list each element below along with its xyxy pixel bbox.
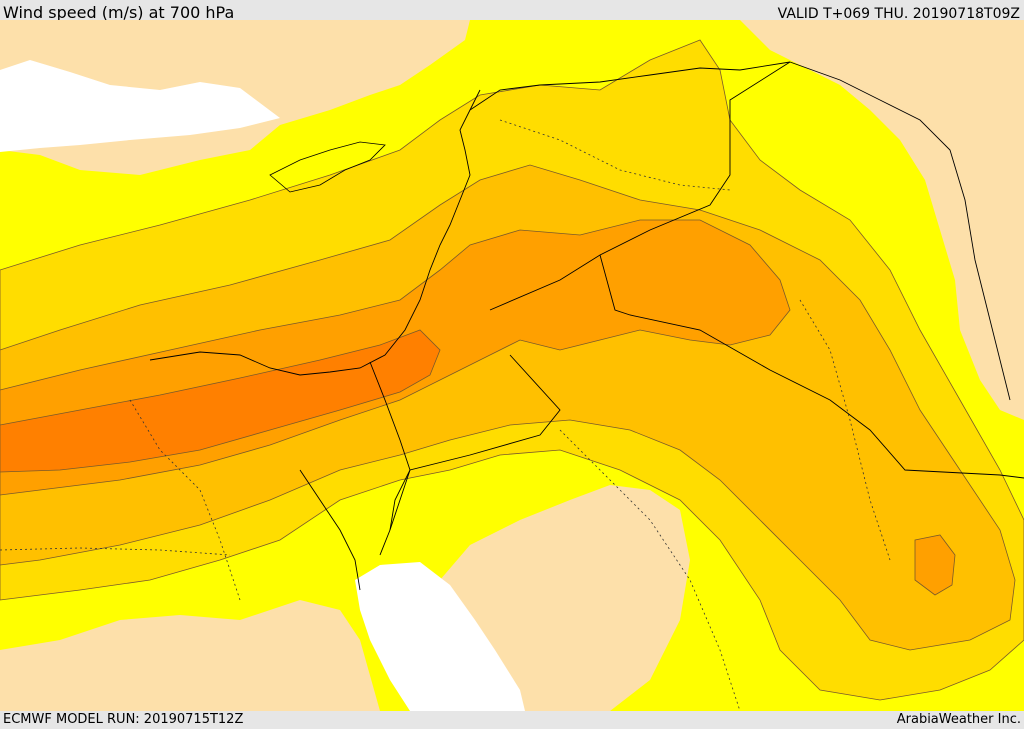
admin-border-2 bbox=[559, 429, 741, 711]
wind-speed-map-svg bbox=[0, 20, 1024, 711]
footer-bar: ECMWF MODEL RUN: 20190715T12Z ArabiaWeat… bbox=[0, 711, 1024, 729]
country-border-jordan-saudi bbox=[389, 354, 561, 531]
country-border-egypt-israel bbox=[369, 361, 411, 471]
country-border-syria-turkey bbox=[469, 61, 791, 111]
admin-border-5 bbox=[799, 299, 891, 561]
country-border-iraq-jordan bbox=[489, 61, 791, 311]
cyprus-coastline bbox=[269, 141, 386, 193]
weather-map[interactable] bbox=[0, 20, 1024, 711]
country-border-iran-iraq bbox=[789, 61, 1011, 401]
low-wind-area-southwest bbox=[0, 600, 380, 711]
low-wind-area-south-arabia bbox=[440, 485, 690, 711]
model-run-label: ECMWF MODEL RUN: 20190715T12Z bbox=[3, 712, 244, 727]
admin-border-4 bbox=[0, 547, 231, 556]
map-title: Wind speed (m/s) at 700 hPa bbox=[3, 3, 235, 22]
header-bar: Wind speed (m/s) at 700 hPa VALID T+069 … bbox=[0, 0, 1024, 22]
sea-area-red-sea bbox=[355, 562, 525, 711]
admin-border-1 bbox=[499, 119, 731, 191]
sinai-coastline bbox=[299, 469, 361, 591]
wind-band-5-jet-core bbox=[0, 329, 441, 473]
country-border-iraq-syria bbox=[599, 254, 1024, 479]
sea-area-aegean bbox=[0, 60, 280, 152]
gulf-of-aqaba-coastline bbox=[379, 469, 411, 556]
levant-coastline bbox=[149, 89, 481, 376]
wind-band-4-east-patch bbox=[914, 534, 956, 596]
brand-label: ArabiaWeather Inc. bbox=[896, 712, 1021, 727]
valid-time-label: VALID T+069 THU. 20190718T09Z bbox=[777, 6, 1020, 22]
low-wind-area-northeast bbox=[740, 20, 1024, 420]
